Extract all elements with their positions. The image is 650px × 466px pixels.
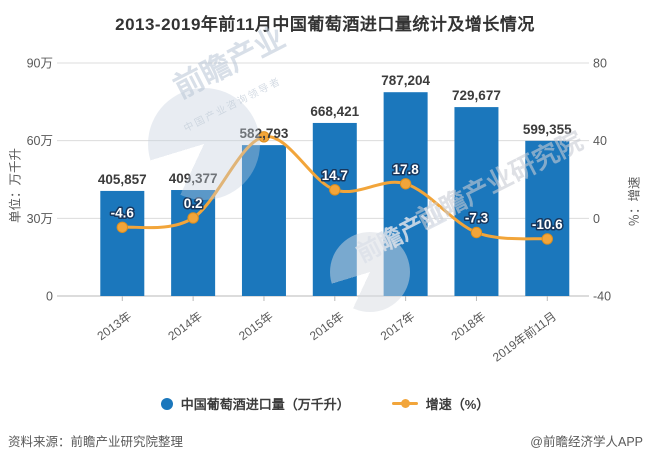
bar-2013年 — [100, 190, 145, 296]
bar-2014年 — [171, 190, 216, 296]
x-tick-label: 2017年 — [378, 309, 418, 343]
y-tick-label-right: 0 — [593, 212, 600, 226]
bar-label-2014年: 409,377 — [169, 171, 218, 186]
legend-line-marker-icon — [391, 399, 418, 408]
x-tick-label: 2014年 — [165, 309, 205, 343]
bar-2017年 — [383, 92, 428, 296]
right-axis-title: ％：增速 — [627, 176, 642, 227]
y-tick-label-left: 90万 — [27, 57, 53, 71]
legend-label: 增速（%） — [425, 397, 490, 412]
bar-2016年 — [312, 122, 357, 296]
x-tick-label: 2013年 — [95, 309, 135, 343]
x-tick-label: 2019年前11月 — [489, 308, 559, 364]
line-marker-2013年 — [116, 221, 129, 233]
y-tick-label-right: 80 — [593, 57, 607, 71]
bar-2015年 — [241, 145, 286, 296]
x-tick-label: 2016年 — [307, 309, 347, 343]
line-label-2019年前11月: -10.6 — [532, 217, 563, 232]
line-label-2017年: 17.8 — [392, 162, 419, 177]
line-label-2013年: -4.6 — [111, 205, 135, 220]
x-tick-label: 2018年 — [449, 309, 489, 343]
line-label-2016年: 14.7 — [322, 168, 348, 183]
attribution-text: @前瞻经济学人APP — [530, 435, 643, 449]
source-text: 资料来源：前瞻产业研究院整理 — [8, 435, 184, 449]
bar-label-2015年: 582,793 — [240, 126, 289, 141]
bar-label-2017年: 787,204 — [381, 73, 430, 88]
line-marker-2014年 — [187, 212, 199, 224]
line-marker-2015年 — [258, 131, 270, 143]
legend-circle-marker-icon — [160, 397, 173, 410]
y-tick-label-left: 0 — [46, 290, 53, 304]
bar-label-2019年前11月: 599,355 — [523, 122, 572, 137]
line-marker-2019年前11月 — [541, 233, 553, 245]
legend: 中国葡萄酒进口量（万千升） 增速（%） — [0, 394, 650, 413]
y-tick-label-left: 60万 — [27, 134, 53, 148]
bar-label-2018年: 729,677 — [452, 88, 501, 103]
legend-item-growth: 增速（%） — [391, 394, 490, 413]
line-marker-2017年 — [399, 178, 412, 190]
line-marker-2016年 — [329, 184, 341, 196]
legend-label: 中国葡萄酒进口量（万千升） — [180, 397, 350, 412]
line-label-2018年: -7.3 — [465, 211, 489, 226]
y-tick-label-right: 40 — [593, 134, 607, 148]
legend-item-imports: 中国葡萄酒进口量（万千升） — [160, 394, 350, 413]
left-axis-title: 单位：万千升 — [8, 148, 23, 224]
y-tick-label-left: 30万 — [27, 212, 53, 226]
bar-2018年 — [454, 107, 499, 297]
y-tick-label-right: -40 — [593, 290, 611, 304]
bar-label-2016年: 668,421 — [310, 104, 359, 119]
chart-title: 2013-2019年前11月中国葡萄酒进口量统计及增长情况 — [115, 15, 535, 34]
line-label-2014年: 0.2 — [184, 196, 203, 211]
x-tick-label: 2015年 — [236, 309, 276, 343]
line-marker-2018年 — [470, 226, 483, 239]
bar-label-2013年: 405,857 — [98, 172, 147, 187]
bar-2019年前11月 — [525, 140, 570, 296]
